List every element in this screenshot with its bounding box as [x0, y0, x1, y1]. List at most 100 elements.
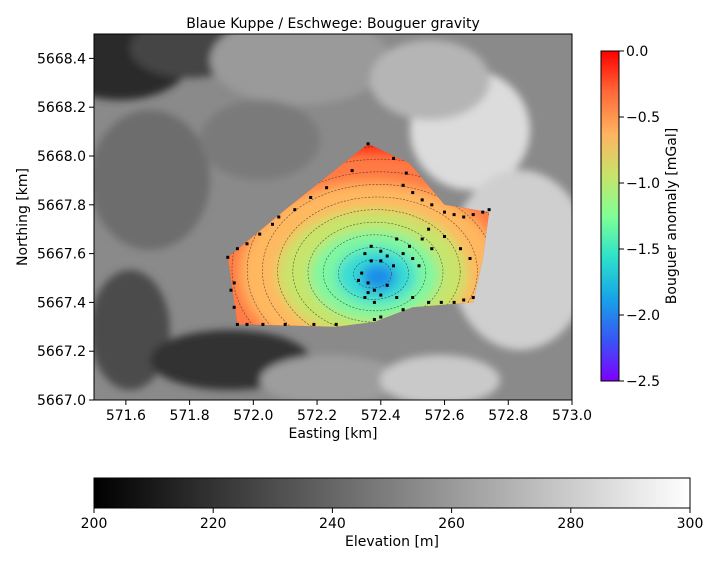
station-marker — [404, 171, 408, 175]
station-marker — [430, 247, 434, 251]
station-marker — [369, 259, 373, 263]
station-marker — [392, 264, 395, 268]
station-marker — [487, 208, 491, 212]
station-marker — [379, 315, 383, 319]
elevation-colorbar-tick-label: 280 — [557, 516, 584, 532]
y-tick-label: 5667.0 — [37, 393, 86, 409]
station-marker — [481, 210, 485, 214]
station-marker — [392, 156, 395, 160]
station-marker — [277, 215, 281, 219]
station-marker — [235, 322, 239, 326]
anomaly-colorbar-tick-label: −2.0 — [626, 308, 660, 324]
station-marker — [372, 300, 376, 304]
elevation-colorbar-tick-label: 300 — [677, 516, 704, 532]
elevation-colorbar-label: Elevation [m] — [345, 534, 439, 550]
x-tick-label: 571.8 — [170, 408, 210, 424]
contour-line — [262, 184, 490, 327]
station-marker — [226, 255, 230, 259]
elevation-colorbar: 200 220 240 260 280 300 Elevation [m] — [81, 477, 704, 550]
station-marker — [312, 322, 316, 326]
station-marker — [468, 257, 472, 260]
anomaly-colorbar-label: Bouguer anomaly [mGal] — [664, 128, 680, 304]
x-tick-label: 572.2 — [297, 408, 337, 424]
y-tick-label: 5667.2 — [37, 344, 86, 360]
station-marker — [385, 254, 389, 258]
plot-area — [93, 33, 573, 401]
station-marker — [462, 215, 466, 219]
station-marker — [363, 252, 367, 256]
station-marker — [235, 247, 239, 251]
station-marker — [283, 322, 287, 326]
station-marker — [439, 300, 443, 304]
station-marker — [395, 237, 399, 241]
station-marker — [459, 247, 462, 251]
station-marker — [411, 296, 415, 299]
station-marker — [401, 308, 405, 312]
station-marker — [369, 244, 373, 248]
station-marker — [427, 227, 431, 231]
chart-title: Blaue Kuppe / Eschwege: Bouguer gravity — [186, 16, 480, 32]
anomaly-colorbar: 0.0 −0.5 −1.0 −1.5 −2.0 −2.5 Bouguer anomaly … — [600, 44, 680, 390]
x-tick-label: 572.0 — [233, 408, 273, 424]
station-marker — [471, 213, 475, 217]
x-tick-label: 572.4 — [361, 408, 401, 424]
x-tick-label: 572.8 — [488, 408, 528, 424]
anomaly-colorbar-tick-label: 0.0 — [626, 44, 648, 60]
station-marker — [357, 278, 360, 282]
anomaly-colorbar-tick-label: −0.5 — [626, 110, 660, 126]
station-marker — [420, 198, 424, 202]
y-axis: 5667.0 5667.2 5667.4 5667.6 5667.8 5668.0 5668… — [37, 51, 94, 409]
station-marker — [366, 291, 370, 295]
anomaly-colorbar-tick-label: −1.5 — [626, 242, 660, 258]
station-marker — [420, 237, 424, 241]
station-marker — [372, 288, 376, 292]
plot-frame — [93, 33, 573, 401]
contour-line — [338, 247, 409, 300]
station-marker — [408, 244, 411, 248]
station-marker — [401, 183, 405, 187]
station-marker — [325, 186, 329, 190]
station-marker — [452, 213, 456, 217]
anomaly-colorbar-tick-label: −1.0 — [626, 176, 660, 192]
y-tick-label: 5667.4 — [37, 295, 86, 311]
station-marker — [334, 322, 338, 326]
x-axis: 571.6 571.8 572.0 572.2 572.4 572.6 572.8 573.0 — [106, 400, 592, 424]
station-marker — [379, 259, 383, 263]
y-axis-label: Northing [km] — [15, 168, 31, 266]
station-marker — [443, 210, 446, 214]
station-marker — [258, 232, 262, 236]
station-marker — [293, 208, 297, 212]
station-marker — [401, 252, 405, 256]
station-marker — [366, 142, 370, 146]
y-tick-label: 5668.4 — [37, 51, 86, 67]
station-marker — [443, 235, 446, 238]
y-tick-label: 5667.6 — [37, 247, 86, 263]
y-tick-label: 5668.0 — [37, 149, 86, 165]
station-marker — [379, 293, 383, 297]
station-markers — [226, 142, 491, 326]
station-marker — [245, 242, 249, 246]
station-marker — [372, 318, 376, 321]
station-marker — [411, 257, 415, 260]
station-marker — [261, 322, 265, 326]
x-tick-label: 573.0 — [552, 408, 592, 424]
station-marker — [350, 169, 354, 173]
station-marker — [471, 296, 475, 299]
station-marker — [229, 288, 233, 292]
station-marker — [360, 271, 364, 275]
station-marker — [245, 322, 249, 326]
station-marker — [232, 305, 236, 309]
x-tick-label: 572.6 — [424, 408, 464, 424]
station-marker — [430, 203, 434, 207]
station-marker — [462, 298, 466, 302]
station-marker — [411, 191, 415, 195]
station-marker — [379, 249, 383, 253]
station-marker — [363, 296, 367, 299]
station-marker — [309, 196, 313, 199]
contour-line — [292, 209, 461, 327]
station-marker — [452, 300, 456, 304]
contour-line — [322, 234, 427, 312]
elevation-colorbar-tick-label: 240 — [319, 516, 346, 532]
contour-line — [277, 196, 478, 327]
